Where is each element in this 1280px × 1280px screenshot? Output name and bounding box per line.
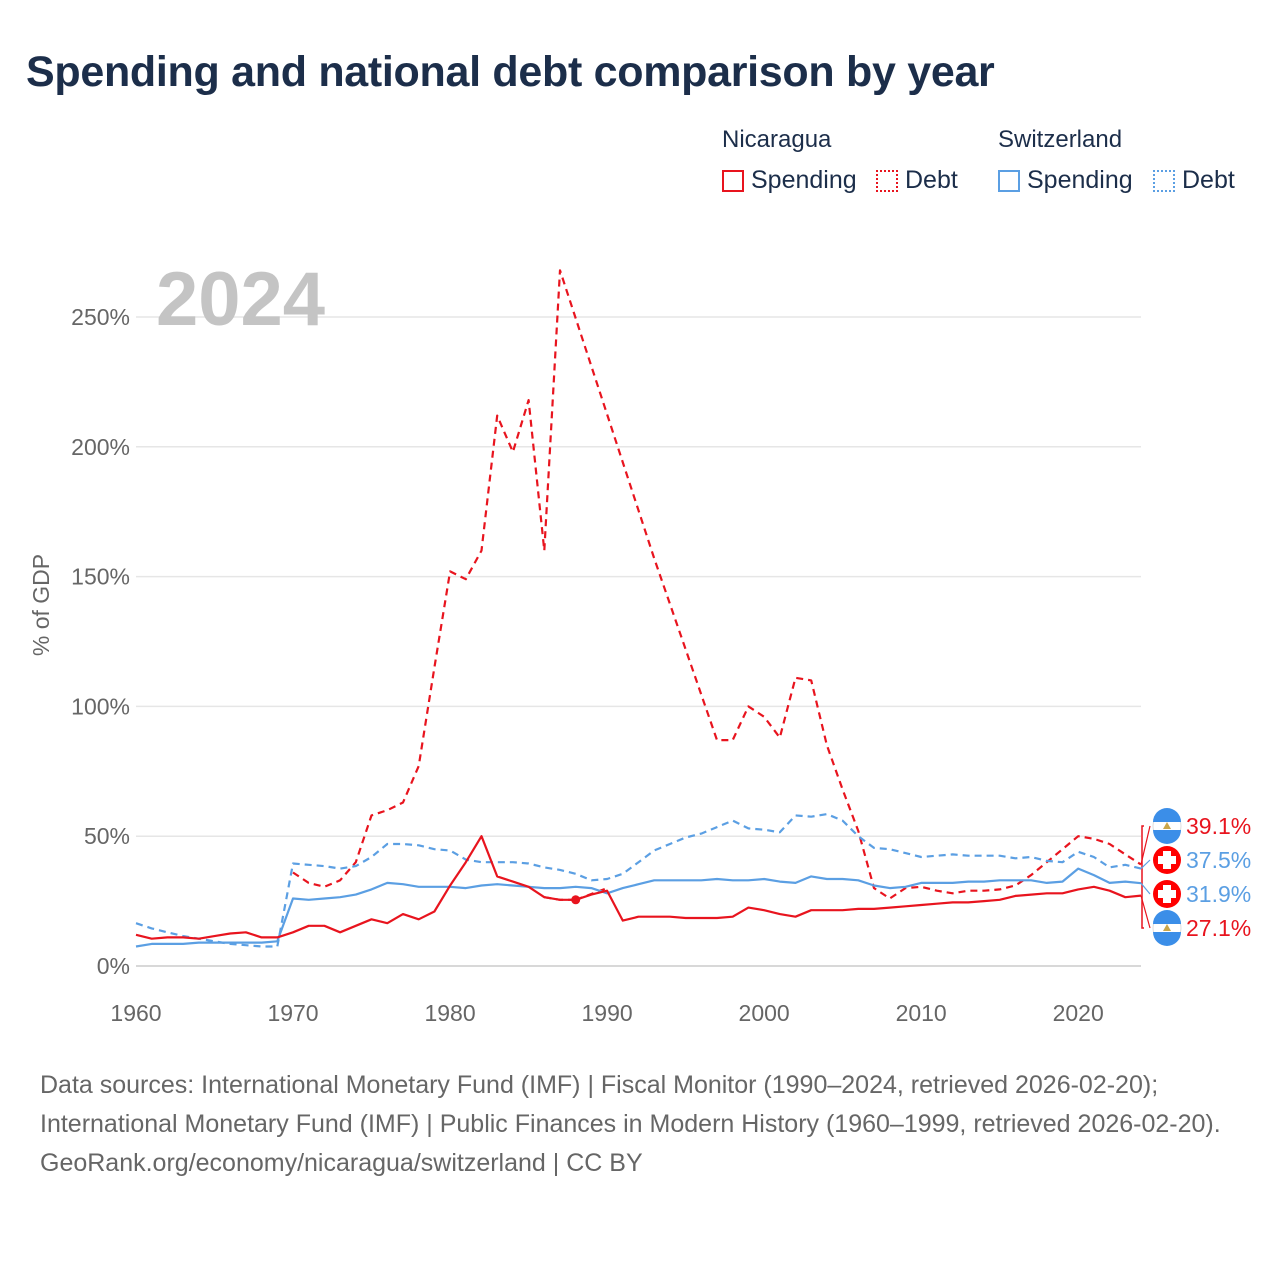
flag-icon-nicaragua — [1152, 808, 1182, 844]
line-chart: 0% 50% 100% 150% 200% 250% 1960 1970 1980 1990 20… — [28, 269, 1251, 1026]
x-tick-label: 1960 — [110, 1000, 161, 1026]
legend-swatch-dotted — [876, 169, 898, 192]
end-value-label: 31.9% — [1186, 881, 1251, 907]
y-tick-label: 150% — [71, 564, 130, 590]
end-label-leader — [1140, 859, 1151, 870]
end-value-label: 39.1% — [1186, 813, 1251, 839]
y-axis-label: % of GDP — [28, 554, 54, 656]
legend-swatch-solid — [998, 169, 1020, 192]
chart-title: Spending and national debt comparison by… — [26, 48, 995, 96]
legend-item-switzerland-spending[interactable]: Spending — [998, 166, 1133, 195]
y-tick-label: 100% — [71, 693, 130, 719]
series-line-nicaragua-spending — [135, 835, 1142, 940]
attribution-link[interactable]: GeoRank.org/economy/nicaragua/switzerlan… — [40, 1149, 643, 1177]
legend-group-nicaragua: Nicaragua — [722, 126, 832, 153]
legend-label: Debt — [905, 166, 958, 194]
legend-swatch-solid — [722, 169, 744, 192]
y-tick-label: 0% — [97, 953, 130, 979]
x-tick-label: 2020 — [1053, 1000, 1104, 1026]
end-label-leader — [1140, 895, 1151, 929]
x-tick-label: 1980 — [424, 1000, 475, 1026]
y-tick-label: 200% — [71, 434, 130, 460]
series-line-switzerland-debt — [135, 812, 1142, 948]
legend-label: Spending — [1027, 166, 1133, 194]
y-axis: 0% 50% 100% 150% 200% 250% — [71, 304, 130, 979]
x-tick-label: 1970 — [267, 1000, 318, 1026]
y-tick-label: 250% — [71, 304, 130, 330]
end-labels: 39.1% 37.5% 31.9% 27.1% — [1140, 808, 1251, 946]
end-value-label: 27.1% — [1186, 915, 1251, 941]
series — [135, 269, 1142, 948]
flag-icon-switzerland — [1153, 846, 1181, 874]
legend-group-switzerland: Switzerland — [998, 126, 1123, 153]
data-sources: Data sources: International Monetary Fun… — [40, 1071, 1221, 1138]
series-line-switzerland-spending — [135, 867, 1142, 948]
end-value-label: 37.5% — [1186, 847, 1251, 873]
x-axis: 1960 1970 1980 1990 2000 2010 2020 — [110, 1000, 1103, 1026]
x-tick-label: 2000 — [739, 1000, 790, 1026]
end-label-leader — [1140, 825, 1151, 865]
series-line-nicaragua-debt — [292, 269, 1142, 900]
x-tick-label: 1990 — [582, 1000, 633, 1026]
footer: Data sources: International Monetary Fun… — [40, 1066, 1240, 1183]
legend-label: Spending — [751, 166, 857, 194]
flag-icon-switzerland — [1153, 880, 1181, 908]
legend-swatch-dotted — [1153, 169, 1175, 192]
end-label-leader — [1140, 882, 1151, 895]
flag-icon-nicaragua — [1152, 910, 1182, 946]
legend-item-nicaragua-spending[interactable]: Spending — [722, 166, 857, 195]
legend-item-nicaragua-debt[interactable]: Debt — [876, 166, 958, 195]
x-tick-label: 2010 — [896, 1000, 947, 1026]
year-label: 2024 — [156, 257, 326, 342]
y-tick-label: 50% — [84, 823, 130, 849]
bracket-left — [1141, 825, 1144, 929]
grid — [136, 316, 1141, 967]
legend-label: Debt — [1182, 166, 1235, 194]
legend-item-switzerland-debt[interactable]: Debt — [1153, 166, 1235, 195]
